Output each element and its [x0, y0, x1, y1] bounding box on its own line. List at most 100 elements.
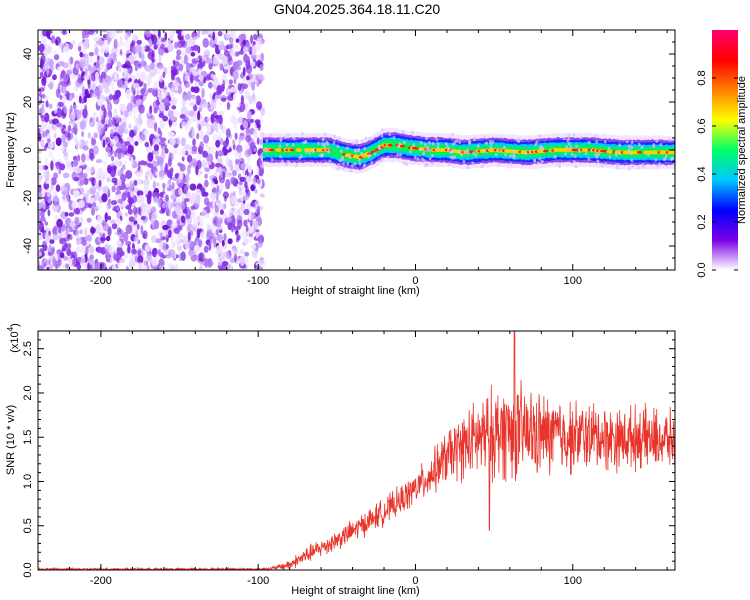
- noise-speck: [87, 79, 91, 90]
- noise-speck: [38, 172, 43, 183]
- noise-speck: [102, 139, 106, 148]
- noise-speck: [177, 85, 183, 95]
- band-speck: [474, 153, 478, 157]
- noise-speck: [159, 75, 163, 83]
- noise-speck: [241, 83, 248, 90]
- noise-speck: [70, 111, 76, 121]
- noise-speck: [61, 134, 67, 143]
- noise-speck: [83, 40, 89, 50]
- noise-speck: [251, 80, 256, 91]
- band-speck: [336, 167, 340, 171]
- noise-speck: [248, 95, 253, 105]
- band-speck: [503, 145, 506, 150]
- x-tick-label: -100: [247, 575, 269, 587]
- band-speck: [504, 153, 507, 157]
- noise-speck: [71, 127, 78, 134]
- noise-speck: [252, 176, 257, 185]
- noise-speck: [97, 56, 105, 65]
- noise-speck: [176, 245, 183, 252]
- noise-speck: [112, 57, 118, 63]
- noise-speck: [230, 176, 236, 185]
- band-speck: [629, 151, 633, 155]
- noise-speck: [167, 109, 174, 119]
- noise-speck: [143, 95, 147, 102]
- noise-speck: [136, 190, 144, 197]
- noise-speck: [239, 176, 246, 182]
- noise-speck: [97, 186, 105, 191]
- noise-speck: [221, 93, 228, 98]
- band-speck: [351, 141, 355, 145]
- noise-speck: [64, 151, 68, 157]
- noise-speck: [133, 179, 138, 186]
- noise-speck: [185, 242, 190, 252]
- band-speck: [457, 149, 461, 153]
- noise-speck: [230, 87, 237, 93]
- noise-speck: [176, 197, 181, 204]
- noise-speck: [164, 148, 169, 154]
- band-speck: [351, 163, 354, 168]
- noise-speck: [39, 107, 42, 117]
- signal-core-yellow: [275, 148, 282, 152]
- noise-speck: [129, 254, 136, 260]
- noise-speck: [191, 192, 196, 202]
- noise-speck: [202, 159, 207, 170]
- band-speck: [631, 164, 635, 169]
- noise-speck: [81, 258, 86, 264]
- noise-speck: [104, 45, 110, 52]
- noise-speck: [197, 110, 201, 121]
- band-speck: [396, 153, 399, 157]
- noise-speck: [191, 129, 196, 140]
- band-speck: [656, 163, 660, 168]
- band-speck: [295, 163, 299, 167]
- noise-speck: [125, 224, 133, 234]
- noise-speck: [145, 32, 152, 38]
- noise-speck: [244, 251, 250, 257]
- noise-speck: [100, 237, 106, 242]
- noise-speck: [206, 153, 214, 164]
- band-speck: [368, 137, 372, 141]
- noise-speck: [78, 45, 82, 52]
- noise-speck: [208, 40, 214, 47]
- band-speck: [357, 158, 361, 162]
- noise-speck: [148, 38, 153, 49]
- noise-speck: [98, 179, 102, 187]
- noise-speck: [247, 149, 253, 156]
- band-speck: [573, 154, 577, 159]
- noise-speck: [106, 177, 110, 183]
- band-speck: [594, 153, 598, 157]
- noise-speck: [52, 50, 58, 56]
- noise-speck: [146, 252, 152, 262]
- noise-speck: [168, 137, 176, 147]
- noise-speck: [139, 160, 147, 166]
- noise-speck: [111, 185, 116, 193]
- band-speck: [480, 164, 484, 169]
- noise-speck: [125, 240, 132, 246]
- noise-speck: [175, 110, 179, 118]
- noise-speck: [245, 135, 252, 143]
- noise-speck: [231, 214, 235, 225]
- noise-speck: [173, 242, 177, 247]
- noise-speck: [232, 140, 237, 146]
- noise-speck: [257, 166, 264, 177]
- noise-speck: [88, 148, 94, 156]
- noise-speck: [84, 227, 88, 236]
- noise-speck: [116, 240, 122, 245]
- band-speck: [662, 157, 666, 161]
- noise-speck: [245, 60, 251, 70]
- band-speck: [278, 144, 282, 149]
- band-speck: [462, 159, 466, 164]
- noise-speck: [135, 60, 143, 70]
- noise-speck: [75, 63, 80, 70]
- noise-speck: [165, 228, 169, 239]
- noise-speck: [121, 164, 126, 171]
- noise-speck: [172, 210, 177, 219]
- noise-speck: [125, 88, 131, 99]
- noise-speck: [200, 229, 205, 240]
- noise-speck: [180, 137, 186, 147]
- band-speck: [630, 145, 634, 150]
- noise-speck: [75, 78, 82, 88]
- band-speck: [292, 136, 296, 141]
- noise-speck: [208, 241, 212, 251]
- noise-speck: [204, 179, 209, 188]
- noise-speck: [215, 229, 219, 236]
